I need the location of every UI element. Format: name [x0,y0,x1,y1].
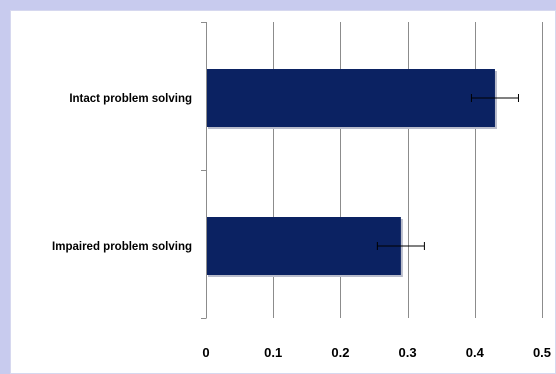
bar-impaired-problem-solving [206,217,401,275]
error-bars [376,94,519,250]
error-bar-intact-problem-solving [470,94,519,102]
x-tick-label: 0.5 [533,345,551,360]
x-tick-label: 0.4 [466,345,485,360]
x-tick-label: 0.2 [331,345,349,360]
x-tick-label: 0.3 [399,345,417,360]
x-tick-label: 0 [202,345,209,360]
x-tick-labels: 0 0.1 0.2 0.3 0.4 0.5 [202,345,551,360]
x-tick-label: 0.1 [264,345,282,360]
category-label: Impaired problem solving [52,241,192,253]
category-label: Intact problem solving [69,93,192,105]
y-axis [201,22,207,319]
bar-intact-problem-solving [206,69,495,127]
error-bar-impaired-problem-solving [376,242,425,250]
category-labels: Intact problem solving Impaired problem s… [52,93,192,253]
bars [206,69,497,277]
